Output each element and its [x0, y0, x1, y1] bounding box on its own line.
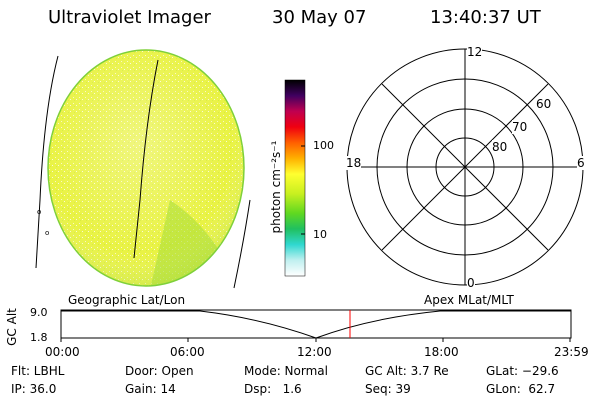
observation-time: 13:40:37 UT [430, 7, 541, 28]
mlt-label-18: 18 [346, 156, 362, 170]
earth-disk [48, 50, 244, 286]
status-mode: Mode: Normal [244, 364, 328, 378]
meridian-line-left [35, 55, 59, 269]
lat-label-80: 80 [492, 140, 508, 154]
observation-date: 30 May 07 [272, 7, 367, 28]
colorbar-tick-100: 100 [313, 139, 334, 152]
timeline-xtick-1800: 18:00 [424, 345, 459, 359]
status-door: Door: Open [125, 364, 194, 378]
meridian-line-center [133, 59, 159, 259]
timeline-ytick-bottom: 1.8 [30, 331, 48, 344]
status-gc-alt: GC Alt: 3.7 Re [365, 364, 449, 378]
status-seq: Seq: 39 [365, 382, 411, 396]
altitude-curve [61, 310, 571, 339]
timeline-frame [60, 309, 572, 339]
meridian-line-right [233, 199, 251, 289]
timeline-xtick-0000: 00:00 [45, 345, 80, 359]
mlt-label-6: 6 [577, 156, 585, 170]
lat-label-70: 70 [512, 120, 528, 134]
timeline-xtick-1200: 12:00 [297, 345, 332, 359]
colorbar-tick-10: 10 [313, 228, 327, 241]
instrument-title: Ultraviolet Imager [48, 7, 211, 28]
status-glat: GLat: −29.6 [486, 364, 559, 378]
timeline-left-title: Geographic Lat/Lon [68, 293, 186, 307]
mlt-label-0: 0 [467, 276, 475, 290]
status-glon: GLon: 62.7 [486, 382, 556, 396]
timeline-xtick-0600: 06:00 [170, 345, 205, 359]
svg-text:o: o [45, 229, 49, 237]
timeline-right-title: Apex MLat/MLT [424, 293, 514, 307]
status-dsp: Dsp: 1.6 [244, 382, 302, 396]
svg-text:o: o [37, 208, 41, 216]
status-filter: Flt: LBHL [11, 364, 65, 378]
timeline-ytick-top: 9.0 [30, 306, 48, 319]
status-ip: IP: 36.0 [11, 382, 57, 396]
lat-label-60: 60 [536, 97, 552, 111]
timeline-xtick-2359: 23:59 [554, 345, 589, 359]
status-gain: Gain: 14 [125, 382, 176, 396]
mlt-label-12: 12 [467, 45, 483, 59]
colorbar [284, 79, 306, 277]
